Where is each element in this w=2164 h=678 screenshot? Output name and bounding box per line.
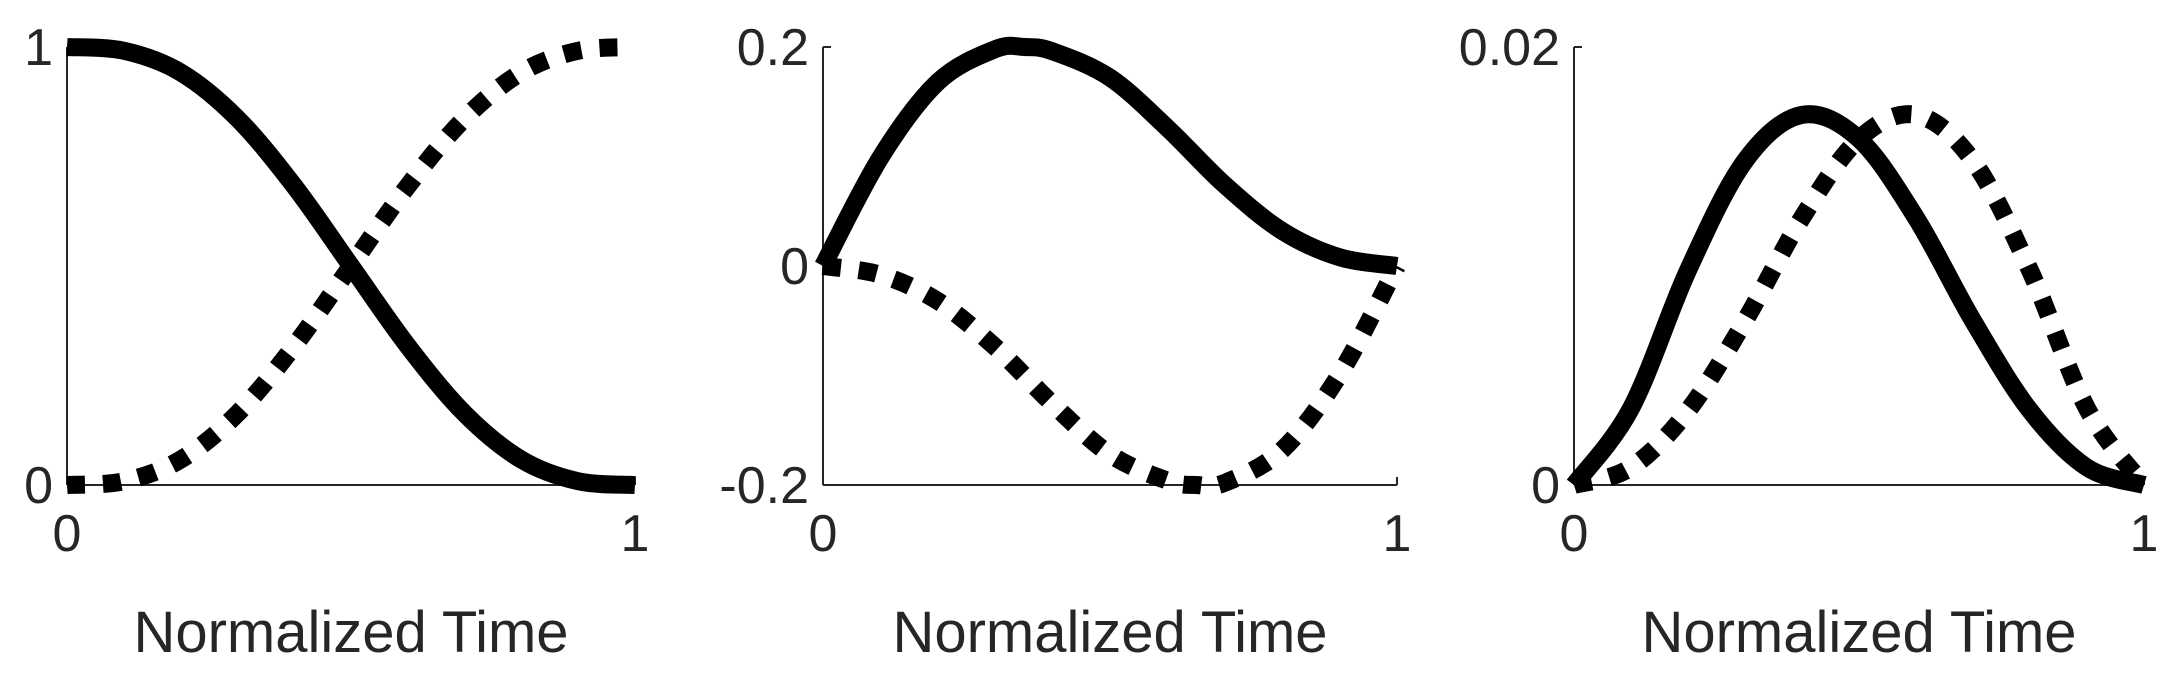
series-line-dotted bbox=[66, 38, 636, 494]
y-tick-label: 0 bbox=[24, 457, 53, 515]
x-tick-label: 1 bbox=[1383, 505, 1412, 563]
y-tick-label: 1 bbox=[24, 19, 53, 77]
y-tick-label: 0 bbox=[780, 238, 809, 296]
series-line-solid bbox=[815, 36, 1399, 275]
y-tick-label: 0.2 bbox=[737, 19, 809, 77]
series-line-dotted bbox=[821, 257, 1405, 496]
y-tick-label: 0.02 bbox=[1459, 19, 1560, 77]
x-tick-label: 1 bbox=[621, 505, 650, 563]
y-tick-label: 0 bbox=[1531, 457, 1560, 515]
x-axis-title: Normalized Time bbox=[133, 600, 568, 665]
x-tick-label: 0 bbox=[53, 505, 82, 563]
series-line-solid bbox=[1566, 105, 2147, 494]
series-line-dotted bbox=[1571, 105, 2152, 494]
x-axis-title: Normalized Time bbox=[1641, 600, 2076, 665]
chart-panel-1: 0 1 0 1 Normalized Time bbox=[24, 19, 649, 665]
y-tick-label: -0.2 bbox=[719, 457, 809, 515]
x-axis-title: Normalized Time bbox=[892, 600, 1327, 665]
x-tick-label: 0 bbox=[809, 505, 838, 563]
x-tick-label: 0 bbox=[1560, 505, 1589, 563]
chart-panel-3: 0.02 00 1 Normalized Time bbox=[1459, 19, 2159, 665]
x-tick-label: 1 bbox=[2130, 505, 2159, 563]
